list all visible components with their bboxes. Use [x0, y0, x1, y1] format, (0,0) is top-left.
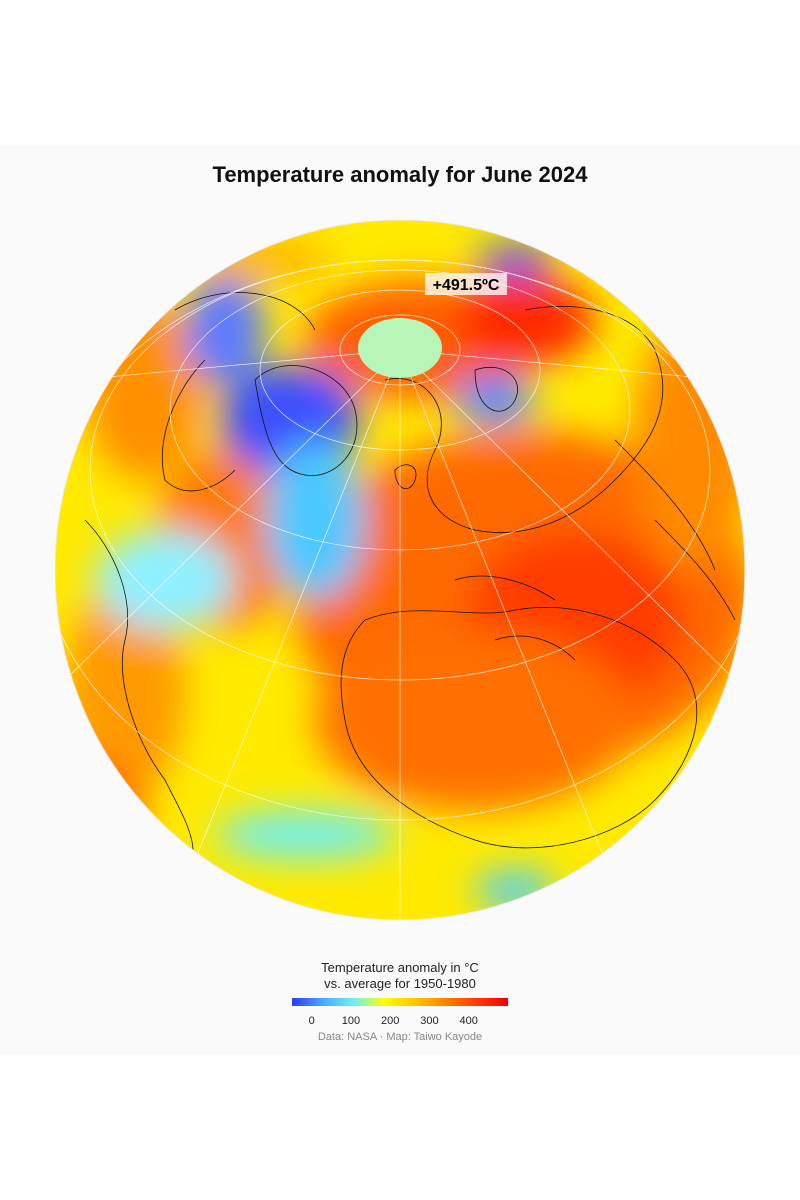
- data-credit: Data: NASA · Map: Taiwo Kayode: [317, 1031, 483, 1043]
- globe-map: +491.5ºC: [55, 220, 745, 920]
- coastlines: [84, 292, 736, 881]
- legend-color-bar: [292, 998, 508, 1006]
- legend-tick-label: 100: [341, 1015, 361, 1027]
- legend-tick-label: 300: [420, 1015, 439, 1027]
- legend: Temperature anomaly in °C vs. average fo…: [250, 960, 550, 1029]
- legend-title-line1: Temperature anomaly in °C: [321, 960, 479, 975]
- polar-no-data-cap: [358, 318, 442, 378]
- legend-tick-label: 0: [308, 1015, 315, 1027]
- legend-ticks: 0 100 200 300 400: [250, 1011, 550, 1029]
- graticule: [55, 259, 745, 920]
- max-anomaly-annotation: +491.5ºC: [425, 273, 507, 295]
- legend-tick-label: 200: [380, 1015, 400, 1027]
- max-anomaly-label: +491.5ºC: [433, 277, 500, 294]
- legend-title-line2: vs. average for 1950-1980: [324, 976, 476, 991]
- map-title: Temperature anomaly for June 2024: [212, 162, 588, 187]
- legend-tick-label: 400: [459, 1015, 478, 1027]
